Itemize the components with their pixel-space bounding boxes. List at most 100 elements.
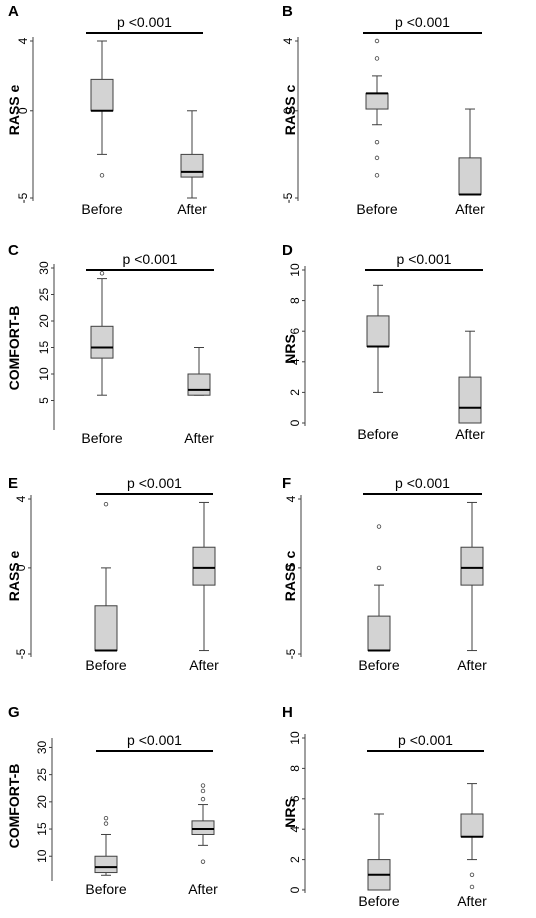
box-before: Before <box>358 524 400 673</box>
y-axis-label: RASS c <box>282 551 298 602</box>
y-tick-label: 4 <box>284 495 298 502</box>
y-tick-label: 6 <box>288 328 302 335</box>
x-tick-label: Before <box>85 657 126 673</box>
y-tick-label: 4 <box>16 37 30 44</box>
box-iqr <box>458 157 482 196</box>
box-before: Before <box>357 284 399 442</box>
x-tick-label: Before <box>358 657 399 673</box>
x-tick-label: After <box>184 430 214 446</box>
y-tick-label: 10 <box>288 731 302 745</box>
box-iqr <box>192 546 216 586</box>
significance-label: p <0.001 <box>395 475 450 491</box>
panel-label: C <box>8 242 19 259</box>
y-tick-label: 10 <box>288 263 302 277</box>
y-axis-label: NRS <box>282 334 298 364</box>
x-tick-label: Before <box>358 893 399 909</box>
y-tick-label: 2 <box>288 389 302 396</box>
outlier-point <box>376 565 382 571</box>
y-tick-label: 4 <box>281 37 295 44</box>
panel-b: Bp <0.001 4 0 -5 RASS c Before After <box>281 3 485 217</box>
y-tick-label: 15 <box>37 341 51 355</box>
y-tick-label: 4 <box>288 826 302 833</box>
y-tick-label: 4 <box>14 495 28 502</box>
y-axis-label: NRS <box>282 798 298 828</box>
outlier-point <box>376 524 382 529</box>
y-tick-label: 4 <box>288 358 302 365</box>
y-tick-label: 10 <box>37 367 51 381</box>
panel-label: H <box>282 704 293 721</box>
box-iqr <box>460 813 484 838</box>
y-tick-label: 0 <box>281 107 295 114</box>
outlier-point <box>469 872 475 877</box>
y-tick-label: 25 <box>37 288 51 302</box>
x-tick-label: Before <box>81 430 122 446</box>
y-axis-label: COMFORT-B <box>6 764 22 849</box>
y-tick-label: 0 <box>288 886 302 893</box>
y-axis-label: RASS e <box>6 551 22 602</box>
y-tick-label: -5 <box>14 648 28 659</box>
outlier-point <box>374 139 380 145</box>
panel-label: B <box>282 3 293 20</box>
y-tick-label: -5 <box>281 192 295 203</box>
y-axis-label: RASS e <box>6 85 22 136</box>
box-after: After <box>184 347 214 446</box>
outlier-point <box>200 796 206 802</box>
significance-label: p <0.001 <box>117 14 172 30</box>
y-tick-label: 2 <box>288 856 302 863</box>
box-iqr <box>458 376 482 424</box>
box-before: Before <box>81 271 123 446</box>
panel-label: A <box>8 3 19 20</box>
y-tick-label: 20 <box>37 314 51 328</box>
panel-a: Ap <0.001 4 0 -5 RASS e Before After <box>6 3 207 217</box>
y-tick-label: 25 <box>35 768 49 782</box>
outlier-point <box>103 501 109 507</box>
box-after: After <box>457 501 487 673</box>
box-after: After <box>457 783 487 909</box>
outlier-point <box>469 884 475 890</box>
outlier-point <box>374 155 380 161</box>
y-axis-label: COMFORT-B <box>6 306 22 391</box>
panel-g: Gp <0.001 10 15 20 25 30 COMFORT-B Before After <box>6 704 218 897</box>
outlier-point <box>99 271 105 276</box>
box-iqr <box>90 78 114 112</box>
y-tick-label: -5 <box>284 648 298 659</box>
box-iqr <box>460 546 484 586</box>
outlier-point <box>200 859 206 864</box>
box-iqr <box>90 325 114 359</box>
outlier-point <box>99 173 105 178</box>
y-tick-label: 0 <box>284 564 298 571</box>
x-tick-label: After <box>188 881 218 897</box>
outlier-point <box>374 38 380 44</box>
panel-label: E <box>8 475 18 492</box>
x-tick-label: After <box>455 426 485 442</box>
y-tick-label: 8 <box>288 765 302 772</box>
box-iqr <box>367 615 391 652</box>
y-tick-label: -5 <box>16 192 30 203</box>
significance-label: p <0.001 <box>127 732 182 748</box>
box-after: After <box>455 108 485 217</box>
y-axis-label: RASS c <box>282 85 298 136</box>
box-before: Before <box>358 813 400 909</box>
box-before: Before <box>81 40 123 217</box>
y-tick-label: 0 <box>288 419 302 426</box>
x-tick-label: Before <box>357 426 398 442</box>
y-tick-label: 10 <box>35 849 49 863</box>
x-tick-label: After <box>189 657 219 673</box>
outlier-point <box>374 56 380 61</box>
outlier-point <box>200 788 206 794</box>
y-tick-label: 30 <box>37 261 51 275</box>
outlier-point <box>103 821 109 826</box>
box-iqr <box>187 373 211 396</box>
x-tick-label: After <box>457 657 487 673</box>
box-after: After <box>188 783 218 897</box>
significance-label: p <0.001 <box>123 251 178 267</box>
x-tick-label: After <box>455 201 485 217</box>
y-tick-label: 6 <box>288 795 302 802</box>
box-after: After <box>455 330 485 442</box>
y-tick-label: 30 <box>35 740 49 754</box>
box-iqr <box>94 855 118 874</box>
box-iqr <box>365 92 389 110</box>
y-tick-label: 20 <box>35 795 49 809</box>
